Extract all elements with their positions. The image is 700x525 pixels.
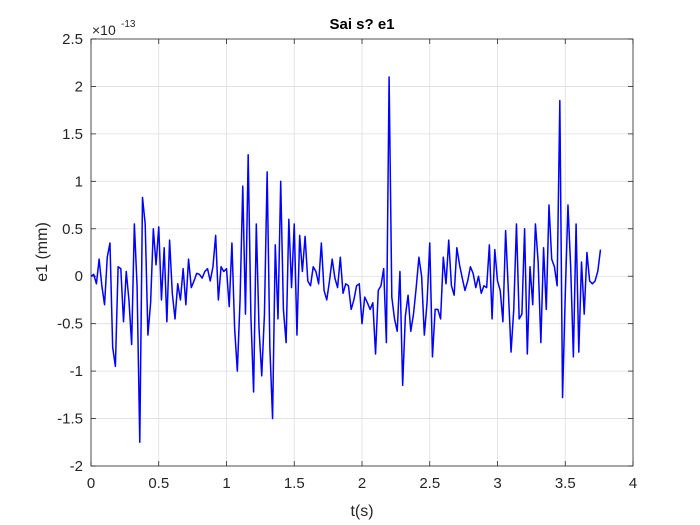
x-axis-label: t(s) bbox=[350, 503, 373, 520]
y-tick-label: -0.5 bbox=[57, 316, 83, 333]
x-tick-label: 3.5 bbox=[555, 475, 576, 492]
y-tick-label: 2.5 bbox=[62, 31, 83, 48]
series-line-e1 bbox=[90, 76, 602, 444]
y-tick-label: -2 bbox=[70, 458, 83, 475]
y-axis-label: e1 (mm) bbox=[34, 222, 51, 282]
y-exponent-power: -13 bbox=[121, 19, 136, 30]
x-tick-label: 4 bbox=[629, 475, 637, 492]
y-tick-label: 2 bbox=[75, 78, 83, 95]
x-tick-label: 3 bbox=[493, 475, 501, 492]
x-tick-label: 2 bbox=[358, 475, 366, 492]
chart-title: Sai s? e1 bbox=[329, 16, 394, 33]
y-exponent-base: ×10 bbox=[92, 22, 116, 38]
x-tick-label: 1 bbox=[222, 475, 230, 492]
y-tick-label: 1.5 bbox=[62, 126, 83, 143]
y-tick-label: 1 bbox=[75, 173, 83, 190]
x-tick-label: 1.5 bbox=[284, 475, 305, 492]
y-tick-label: 0 bbox=[75, 268, 83, 285]
x-tick-marks bbox=[90, 39, 634, 466]
y-tick-label: -1 bbox=[70, 363, 83, 380]
x-tick-label: 0 bbox=[87, 475, 95, 492]
x-tick-label: 0.5 bbox=[148, 475, 169, 492]
y-tick-label: -1.5 bbox=[57, 411, 83, 428]
y-tick-label: 0.5 bbox=[62, 221, 83, 238]
x-tick-label: 2.5 bbox=[419, 475, 440, 492]
